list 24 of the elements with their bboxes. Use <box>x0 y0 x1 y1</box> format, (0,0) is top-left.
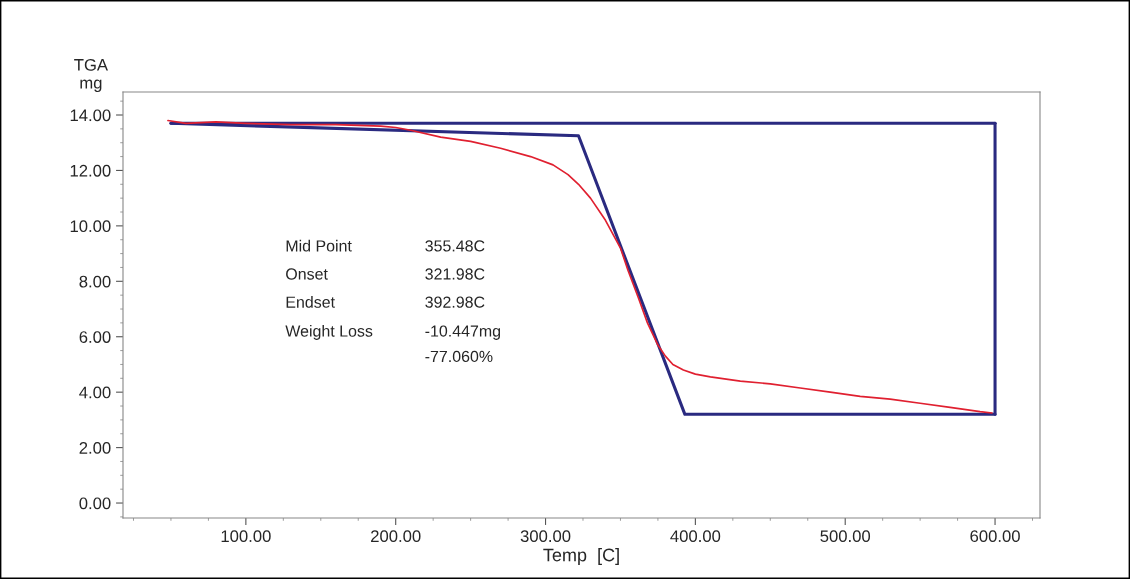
annotation: 321.98C <box>425 268 485 280</box>
y-tick-label: 14.00 <box>70 109 111 122</box>
x-tick-label: 300.00 <box>520 530 571 543</box>
annotation: Endset <box>286 296 335 308</box>
x-axis-title: Temp [C] <box>543 548 619 565</box>
annotation: Weight Loss <box>285 325 373 340</box>
annotation: 392.98C <box>425 296 485 308</box>
y-axis-title: TGA mg <box>74 58 108 92</box>
annotation: Onset <box>286 268 328 280</box>
y-tick-label: 8.00 <box>79 275 111 288</box>
annotation: -10.447mg -77.060% <box>425 325 501 363</box>
x-tick-label: 400.00 <box>670 530 721 543</box>
y-tick-label: 2.00 <box>79 442 111 454</box>
annotation: Mid Point <box>286 239 352 252</box>
y-tick-label: 4.00 <box>79 386 111 399</box>
x-tick-label: 600.00 <box>970 530 1020 543</box>
annotation: 355.48C <box>425 240 485 252</box>
y-tick-label: 6.00 <box>79 331 111 343</box>
y-tick-label: 10.00 <box>70 220 111 233</box>
x-tick-label: 200.00 <box>371 530 421 543</box>
y-tick-label: 12.00 <box>70 164 111 177</box>
x-tick-label: 100.00 <box>221 530 271 543</box>
y-tick-label: 0.00 <box>79 497 111 510</box>
x-tick-label: 500.00 <box>820 530 871 543</box>
